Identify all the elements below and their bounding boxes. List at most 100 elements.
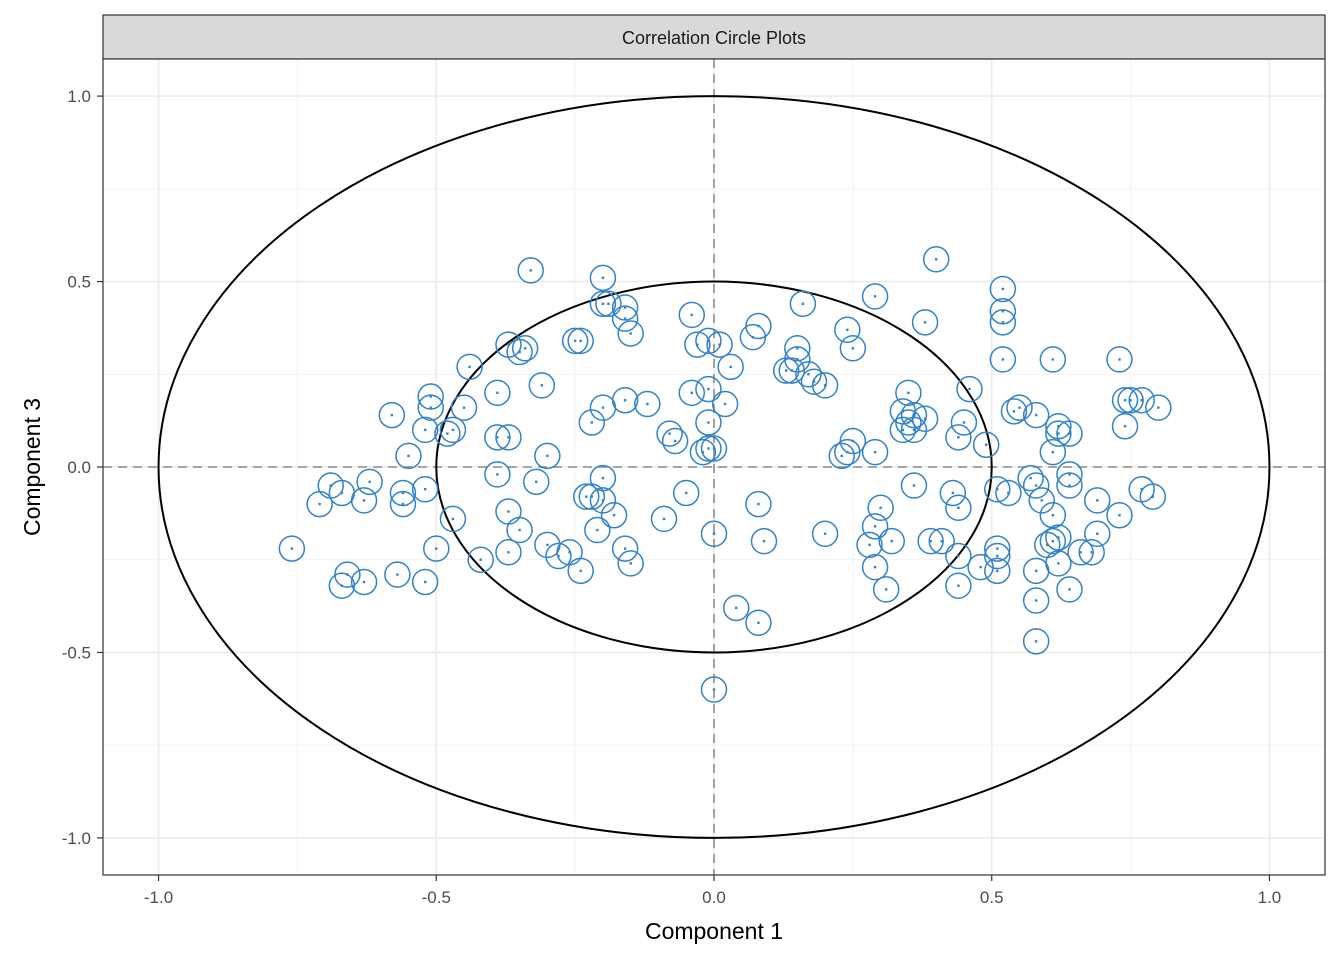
data-point-dot xyxy=(901,428,905,432)
data-point-marker xyxy=(617,550,644,577)
data-point-dot xyxy=(623,317,627,320)
data-point-marker xyxy=(584,516,611,544)
data-point-marker xyxy=(695,409,722,436)
data-point-dot xyxy=(790,369,793,372)
data-point-dot xyxy=(601,302,605,305)
data-point-marker xyxy=(450,394,478,421)
data-point-dot xyxy=(923,321,927,324)
data-point-marker xyxy=(1006,394,1033,421)
data-point-marker xyxy=(528,372,556,399)
data-point-marker xyxy=(989,309,1017,336)
data-point-dot xyxy=(529,269,532,272)
data-point-dot xyxy=(1051,450,1055,454)
data-point-marker xyxy=(589,290,617,318)
data-point-marker xyxy=(467,546,494,573)
data-point-marker xyxy=(411,416,439,444)
data-point-marker xyxy=(1145,394,1172,421)
reference-layer xyxy=(103,59,1325,875)
data-point-marker xyxy=(495,539,522,566)
data-point-dot xyxy=(1151,495,1155,498)
data-point-marker xyxy=(484,379,511,407)
data-point-dot xyxy=(851,347,855,350)
data-point-marker xyxy=(984,557,1011,585)
data-point-marker xyxy=(578,409,606,436)
data-point-dot xyxy=(451,517,455,521)
data-point-marker xyxy=(939,479,967,507)
correlation-circle xyxy=(157,95,1271,839)
data-point-marker xyxy=(672,479,700,507)
data-point-dot xyxy=(701,450,705,454)
data-point-dot xyxy=(907,421,910,424)
data-point-marker xyxy=(784,335,811,362)
data-point-dot xyxy=(540,384,544,387)
x-tick-label: 0.5 xyxy=(980,888,1004,907)
data-point-marker xyxy=(689,438,717,466)
data-point-marker xyxy=(506,338,533,366)
data-point-dot xyxy=(1057,536,1060,539)
data-point-marker xyxy=(989,297,1017,325)
data-point-marker xyxy=(1111,412,1139,440)
data-point-marker xyxy=(328,572,356,599)
data-point-marker xyxy=(567,557,594,585)
data-point-marker xyxy=(811,520,839,548)
data-point-dot xyxy=(579,569,582,573)
data-point-dot xyxy=(1068,473,1071,476)
data-point-marker xyxy=(800,368,828,395)
data-point-marker xyxy=(678,379,706,407)
data-point-dot xyxy=(735,606,738,610)
data-point-marker xyxy=(750,527,778,555)
data-point-marker xyxy=(1106,346,1133,373)
data-point-dot xyxy=(912,484,916,487)
data-point-dot xyxy=(718,343,721,346)
data-point-marker xyxy=(350,568,378,596)
data-point-marker xyxy=(917,527,944,555)
correlation-circle xyxy=(435,280,993,654)
data-point-marker xyxy=(434,420,461,447)
data-point-dot xyxy=(1034,484,1038,487)
data-point-dot xyxy=(1118,514,1121,517)
data-point-dot xyxy=(879,506,882,509)
data-point-marker xyxy=(589,487,617,514)
data-point-dot xyxy=(1018,406,1021,409)
data-point-marker xyxy=(861,553,889,581)
data-point-dot xyxy=(923,417,927,420)
data-point-marker xyxy=(911,405,939,433)
data-point-dot xyxy=(496,473,499,476)
y-axis: -1.0 -0.5 0.0 0.5 1.0 xyxy=(62,87,103,848)
data-point-dot xyxy=(479,558,482,561)
data-point-marker xyxy=(984,476,1011,503)
data-point-marker xyxy=(778,357,806,384)
data-point-dot xyxy=(1129,399,1132,402)
data-point-dot xyxy=(1068,484,1071,487)
data-point-marker xyxy=(950,409,978,436)
data-point-dot xyxy=(362,580,366,584)
data-point-marker xyxy=(945,424,972,451)
data-point-marker xyxy=(945,542,972,570)
x-tick-label: -0.5 xyxy=(422,888,451,907)
data-point-dot xyxy=(1034,569,1038,573)
data-point-marker xyxy=(350,487,378,514)
data-point-dot xyxy=(396,573,399,576)
data-point-dot xyxy=(429,406,432,409)
data-point-marker xyxy=(1039,438,1067,466)
data-point-marker xyxy=(378,401,406,429)
data-point-dot xyxy=(1157,406,1160,409)
data-point-dot xyxy=(629,562,632,565)
data-point-marker xyxy=(611,294,639,321)
data-point-marker xyxy=(456,353,483,381)
data-point-marker xyxy=(595,290,622,318)
data-point-dot xyxy=(1034,599,1038,602)
data-point-dot xyxy=(518,350,521,354)
data-point-dot xyxy=(957,506,960,509)
data-point-dot xyxy=(751,335,755,339)
data-point-marker xyxy=(1022,401,1050,429)
data-point-dot xyxy=(585,495,588,498)
data-point-marker xyxy=(1017,464,1044,492)
data-point-dot xyxy=(707,421,710,424)
data-point-marker xyxy=(834,316,861,344)
y-tick-label: 0.5 xyxy=(67,273,91,292)
data-point-dot xyxy=(573,339,577,343)
strip-header xyxy=(102,14,1326,60)
data-point-dot xyxy=(723,402,727,406)
data-point-marker xyxy=(711,390,739,418)
